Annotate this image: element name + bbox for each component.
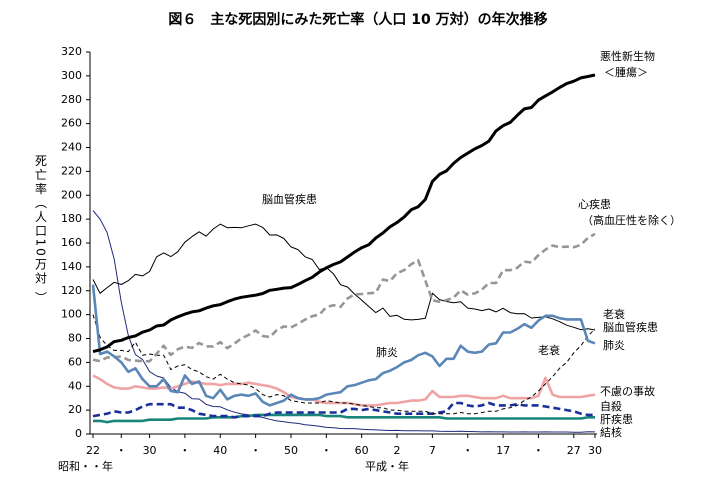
legend-label: 肝疾患 bbox=[600, 412, 633, 426]
series-line bbox=[92, 314, 596, 415]
legend-label: 脳血管疾患 bbox=[603, 320, 658, 334]
y-tick-label: 40 bbox=[68, 379, 82, 392]
legend-label: 肺炎 bbox=[603, 339, 625, 352]
x-tick-label: ・ bbox=[533, 444, 544, 457]
y-tick-label: 220 bbox=[61, 164, 82, 177]
y-tick-label: 100 bbox=[61, 308, 82, 321]
x-tick-label: ・ bbox=[462, 444, 473, 457]
x-tick-label: 27 bbox=[567, 444, 581, 457]
annotation: 肺炎 bbox=[376, 346, 398, 359]
legend-label: 自殺 bbox=[600, 399, 622, 413]
x-tick-label: 30 bbox=[588, 444, 602, 457]
series-line bbox=[93, 413, 595, 424]
x-tick-label: 40 bbox=[213, 444, 227, 457]
y-tick-label: 20 bbox=[68, 403, 82, 416]
legend-label: 老衰 bbox=[603, 307, 625, 321]
era-label: 平成・年 bbox=[365, 459, 409, 473]
x-tick-label: ・ bbox=[321, 444, 332, 457]
x-tick-label: ・ bbox=[179, 444, 190, 457]
chart-title: 図６ 主な死因別にみた死亡率（人口 10 万対）の年次推移 bbox=[168, 11, 547, 28]
annotation: 脳血管疾患 bbox=[262, 192, 317, 206]
series-line bbox=[92, 73, 596, 354]
x-tick-label: 7 bbox=[429, 444, 436, 457]
y-tick-label: 300 bbox=[61, 69, 82, 82]
x-tick-label: 22 bbox=[86, 444, 100, 457]
y-tick-label: 180 bbox=[61, 212, 82, 225]
y-tick-label: 160 bbox=[61, 236, 82, 249]
y-tick-label: 80 bbox=[68, 332, 82, 345]
legend-label: 心疾患 （高血圧性を除く） bbox=[578, 197, 681, 227]
y-tick-label: 280 bbox=[61, 93, 82, 106]
y-tick-label: 260 bbox=[61, 117, 82, 130]
legend-label: 結核 bbox=[600, 425, 622, 439]
legend-line: 悪性新生物 bbox=[600, 49, 655, 63]
y-tick-label: 120 bbox=[61, 284, 82, 297]
y-tick-label: 200 bbox=[61, 188, 82, 201]
y-tick-label: 140 bbox=[61, 260, 82, 273]
y-tick-label: 60 bbox=[68, 355, 82, 368]
x-tick-label: 17 bbox=[496, 444, 510, 457]
series-line bbox=[92, 223, 596, 331]
series-line bbox=[91, 284, 596, 407]
x-tick-label: 50 bbox=[284, 444, 298, 457]
annotation: 老衰 bbox=[538, 343, 560, 357]
era-label: 昭和・・年 bbox=[58, 459, 113, 473]
x-tick-label: ・ bbox=[250, 444, 261, 457]
legend-label: 悪性新生物 ＜腫瘍＞ bbox=[600, 49, 655, 79]
legend-line: 心疾患 bbox=[578, 197, 611, 211]
legend-line: （高血圧性を除く） bbox=[582, 213, 681, 227]
legend-label: 不慮の事故 bbox=[600, 384, 655, 398]
y-axis-label: 死亡率（人口10万対 ） bbox=[34, 154, 48, 305]
x-tick-label: 60 bbox=[355, 444, 369, 457]
x-tick-label: ・ bbox=[116, 444, 127, 457]
series-line bbox=[92, 401, 595, 419]
legend-line: ＜腫瘍＞ bbox=[604, 65, 648, 79]
x-tick-label: 30 bbox=[143, 444, 157, 457]
y-tick-label: 240 bbox=[61, 141, 82, 154]
x-tick-label: 2 bbox=[394, 444, 401, 457]
y-tick-label: 320 bbox=[61, 45, 82, 58]
series-line bbox=[92, 232, 596, 363]
y-tick-label: 0 bbox=[75, 427, 82, 440]
